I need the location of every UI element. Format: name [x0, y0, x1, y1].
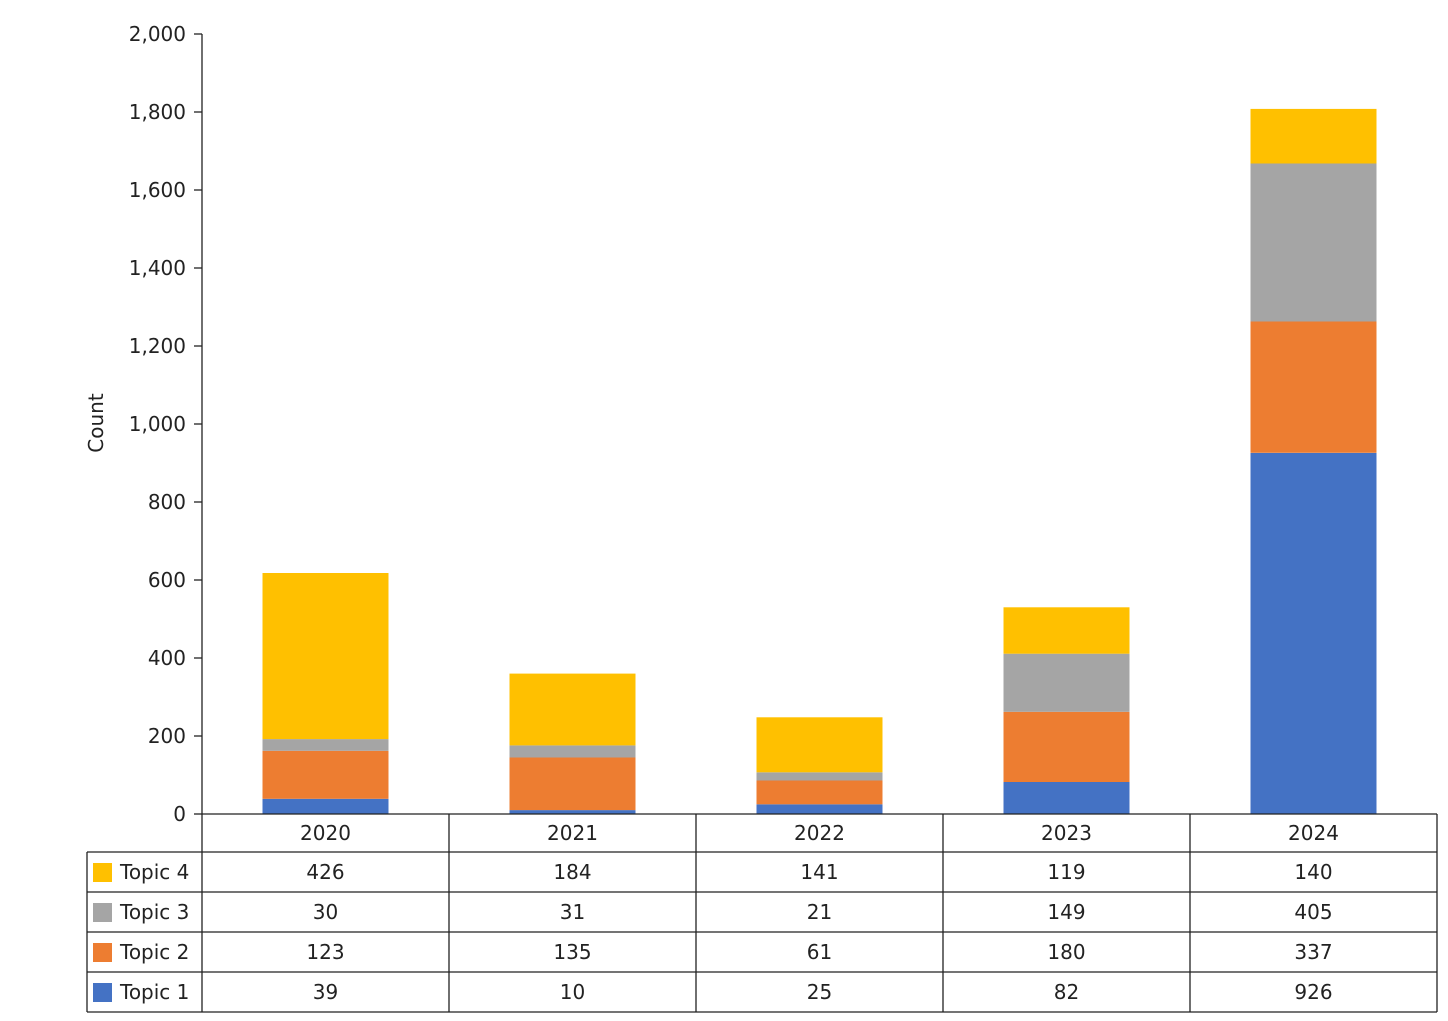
data-label: 31: [560, 900, 585, 924]
y-axis-label: Count: [84, 393, 108, 453]
x-tick-label: 2023: [1041, 821, 1092, 845]
bar-topic-3-2024: [1250, 163, 1377, 322]
bar-topic-1-2021: [509, 810, 636, 814]
y-tick-label: 200: [148, 724, 186, 748]
y-tick-label: 400: [148, 646, 186, 670]
bar-topic-2-2021: [509, 757, 636, 811]
legend-swatch: [93, 943, 112, 962]
data-label: 140: [1294, 860, 1332, 884]
data-label: 184: [553, 860, 591, 884]
legend-label: Topic 1: [119, 980, 189, 1004]
data-label: 25: [807, 980, 832, 1004]
bar-topic-1-2022: [756, 804, 883, 815]
bar-topic-2-2023: [1003, 711, 1130, 782]
bar-topic-2-2024: [1250, 321, 1377, 453]
data-label: 405: [1294, 900, 1332, 924]
legend-swatch: [93, 903, 112, 922]
y-axis: 0 200 400 600 800 1,000 1,200 1,400 1,600 1,800 2,…: [129, 22, 203, 826]
bars-layer: [262, 108, 1377, 815]
data-label: 123: [306, 940, 344, 964]
y-tick-label: 1,000: [129, 412, 186, 436]
bar-topic-3-2022: [756, 772, 883, 781]
data-label: 119: [1047, 860, 1085, 884]
y-tick-label: 1,800: [129, 100, 186, 124]
data-label: 141: [800, 860, 838, 884]
data-label: 149: [1047, 900, 1085, 924]
data-label: 426: [306, 860, 344, 884]
data-label: 135: [553, 940, 591, 964]
data-label: 337: [1294, 940, 1332, 964]
y-tick-label: 2,000: [129, 22, 186, 46]
bar-topic-3-2021: [509, 745, 636, 758]
data-label: 926: [1294, 980, 1332, 1004]
y-tick-label: 600: [148, 568, 186, 592]
bar-topic-4-2023: [1003, 607, 1130, 654]
x-tick-label: 2020: [300, 821, 351, 845]
x-tick-label: 2024: [1288, 821, 1339, 845]
bar-topic-4-2021: [509, 673, 636, 746]
bar-topic-1-2020: [262, 798, 389, 814]
data-table: 2020 2021 2022 2023 2024 Topic 4 426 184 141 119 1…: [86, 813, 1438, 1013]
bar-topic-1-2024: [1250, 452, 1377, 814]
legend-swatch: [93, 863, 112, 882]
y-tick-label: 1,200: [129, 334, 186, 358]
data-label: 30: [313, 900, 338, 924]
data-label: 39: [313, 980, 338, 1004]
legend-label: Topic 2: [119, 940, 189, 964]
x-tick-label: 2021: [547, 821, 598, 845]
y-tick-label: 1,600: [129, 178, 186, 202]
y-tick-label: 1,400: [129, 256, 186, 280]
bar-topic-3-2023: [1003, 653, 1130, 712]
bar-topic-2-2022: [756, 780, 883, 805]
y-tick-label: 800: [148, 490, 186, 514]
y-tick-label: 0: [173, 802, 186, 826]
legend-label: Topic 3: [119, 900, 189, 924]
bar-topic-2-2020: [262, 750, 389, 799]
bar-topic-4-2024: [1250, 108, 1377, 164]
data-label: 61: [807, 940, 832, 964]
data-label: 10: [560, 980, 585, 1004]
legend-swatch: [93, 983, 112, 1002]
bar-topic-4-2022: [756, 717, 883, 773]
legend-label: Topic 4: [119, 860, 189, 884]
bar-topic-1-2023: [1003, 782, 1130, 814]
x-tick-label: 2022: [794, 821, 845, 845]
bar-topic-3-2020: [262, 739, 389, 751]
data-label: 82: [1054, 980, 1079, 1004]
data-label: 180: [1047, 940, 1085, 964]
bar-topic-4-2020: [262, 573, 389, 740]
data-label: 21: [807, 900, 832, 924]
